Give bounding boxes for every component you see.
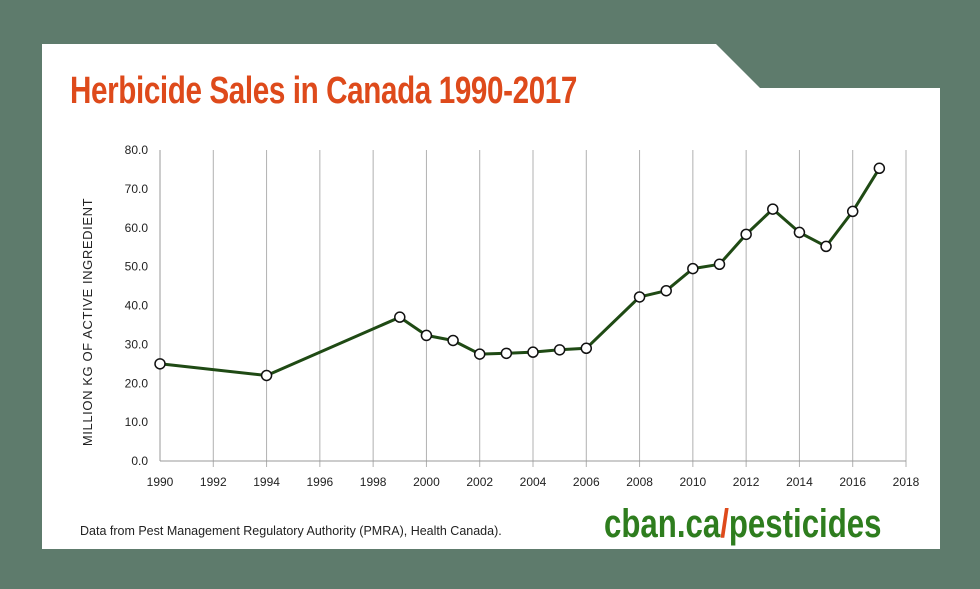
y-tick-labels: 0.0 10.0 20.0 30.0 40.0 50.0 60.0 70.0 80.0 — [125, 143, 149, 468]
x-tick-1994: 1994 — [253, 475, 280, 489]
data-point-2014 — [793, 226, 806, 239]
chart-title: Herbicide Sales in Canada 1990-2017 — [70, 70, 577, 112]
data-point-2015 — [820, 240, 832, 253]
data-point-2006 — [580, 342, 593, 355]
data-point-2005 — [553, 344, 566, 356]
source-note: Data from Pest Management Regulatory Aut… — [80, 524, 502, 538]
data-point-1999 — [394, 311, 406, 323]
data-point-2010 — [687, 262, 699, 275]
x-tick-labels: 1990 1992 1994 1996 1998 2000 2002 2004 2006 2008… — [147, 475, 920, 489]
data-point-2001 — [447, 334, 459, 347]
y-tick-20.0: 20.0 — [125, 376, 149, 390]
y-tick-10.0: 10.0 — [125, 415, 149, 429]
x-tick-2012: 2012 — [733, 475, 760, 489]
data-point-2012 — [740, 228, 752, 241]
brand-slash: / — [720, 502, 729, 546]
y-tick-60.0: 60.0 — [125, 221, 149, 235]
x-tick-2014: 2014 — [786, 475, 813, 489]
data-point-2008 — [633, 291, 646, 303]
y-tick-40.0: 40.0 — [125, 299, 149, 313]
y-tick-80.0: 80.0 — [125, 143, 149, 157]
y-tick-70.0: 70.0 — [125, 182, 149, 196]
y-axis-label: MILLION KG OF ACTIVE INGREDIENT — [80, 198, 95, 446]
x-tick-2006: 2006 — [573, 475, 600, 489]
grid-lines — [212, 150, 907, 467]
x-tick-2002: 2002 — [466, 475, 493, 489]
data-point-2003 — [500, 347, 513, 360]
x-tick-2000: 2000 — [413, 475, 440, 489]
data-point-2013 — [767, 203, 779, 215]
data-point-2011 — [713, 258, 726, 271]
x-tick-2004: 2004 — [520, 475, 547, 489]
y-tick-0.0: 0.0 — [131, 454, 148, 468]
x-tick-2016: 2016 — [839, 475, 866, 489]
axes — [159, 150, 906, 462]
x-tick-2010: 2010 — [680, 475, 707, 489]
x-tick-1996: 1996 — [307, 475, 334, 489]
x-tick-1998: 1998 — [360, 475, 387, 489]
y-tick-30.0: 30.0 — [125, 337, 149, 351]
data-point-2016 — [846, 205, 859, 218]
y-tick-50.0: 50.0 — [125, 260, 149, 274]
series-herbicide-sales — [154, 162, 886, 382]
brand-link[interactable]: cban.ca/pesticides — [604, 502, 881, 547]
data-point-2004 — [527, 346, 539, 358]
data-point-2000 — [420, 329, 433, 342]
x-tick-2018: 2018 — [893, 475, 920, 489]
data-point-1994 — [260, 369, 273, 382]
data-point-2009 — [660, 284, 672, 297]
data-point-2002 — [473, 348, 486, 360]
data-point-1990 — [154, 358, 166, 370]
brand-path: pesticides — [728, 502, 882, 546]
data-point-2017 — [873, 162, 886, 175]
x-tick-2008: 2008 — [626, 475, 653, 489]
x-tick-1990: 1990 — [147, 475, 174, 489]
x-tick-1992: 1992 — [200, 475, 227, 489]
brand-domain: cban.ca — [604, 502, 721, 546]
series-line — [159, 167, 881, 377]
